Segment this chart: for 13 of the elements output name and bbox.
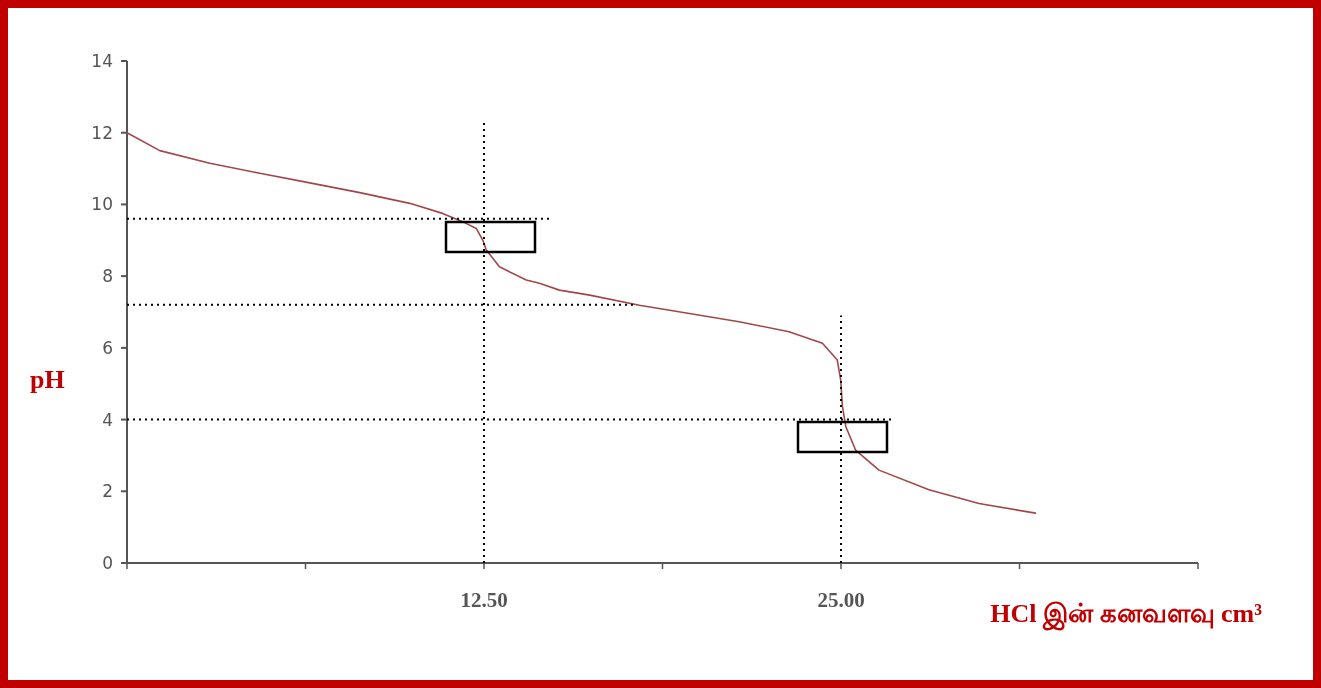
line-series bbox=[126, 131, 1037, 514]
y-tick-label: 10 bbox=[91, 194, 113, 215]
x-tick-label: 12.50 bbox=[460, 588, 508, 612]
y-tick-label: 6 bbox=[102, 337, 113, 358]
y-tick-label: 0 bbox=[102, 553, 113, 573]
x-tick-label: 25.00 bbox=[817, 588, 865, 612]
y-tick-label: 12 bbox=[91, 122, 113, 143]
x-axis-title: HCl இன் கனவளவு cm³ bbox=[990, 599, 1263, 631]
y-tick-label: 4 bbox=[102, 409, 113, 430]
y-tick-label: 2 bbox=[102, 481, 113, 502]
y-axis-title: pH bbox=[30, 365, 65, 394]
y-tick-label: 14 bbox=[91, 51, 113, 71]
y-tick-label: 8 bbox=[102, 266, 113, 287]
